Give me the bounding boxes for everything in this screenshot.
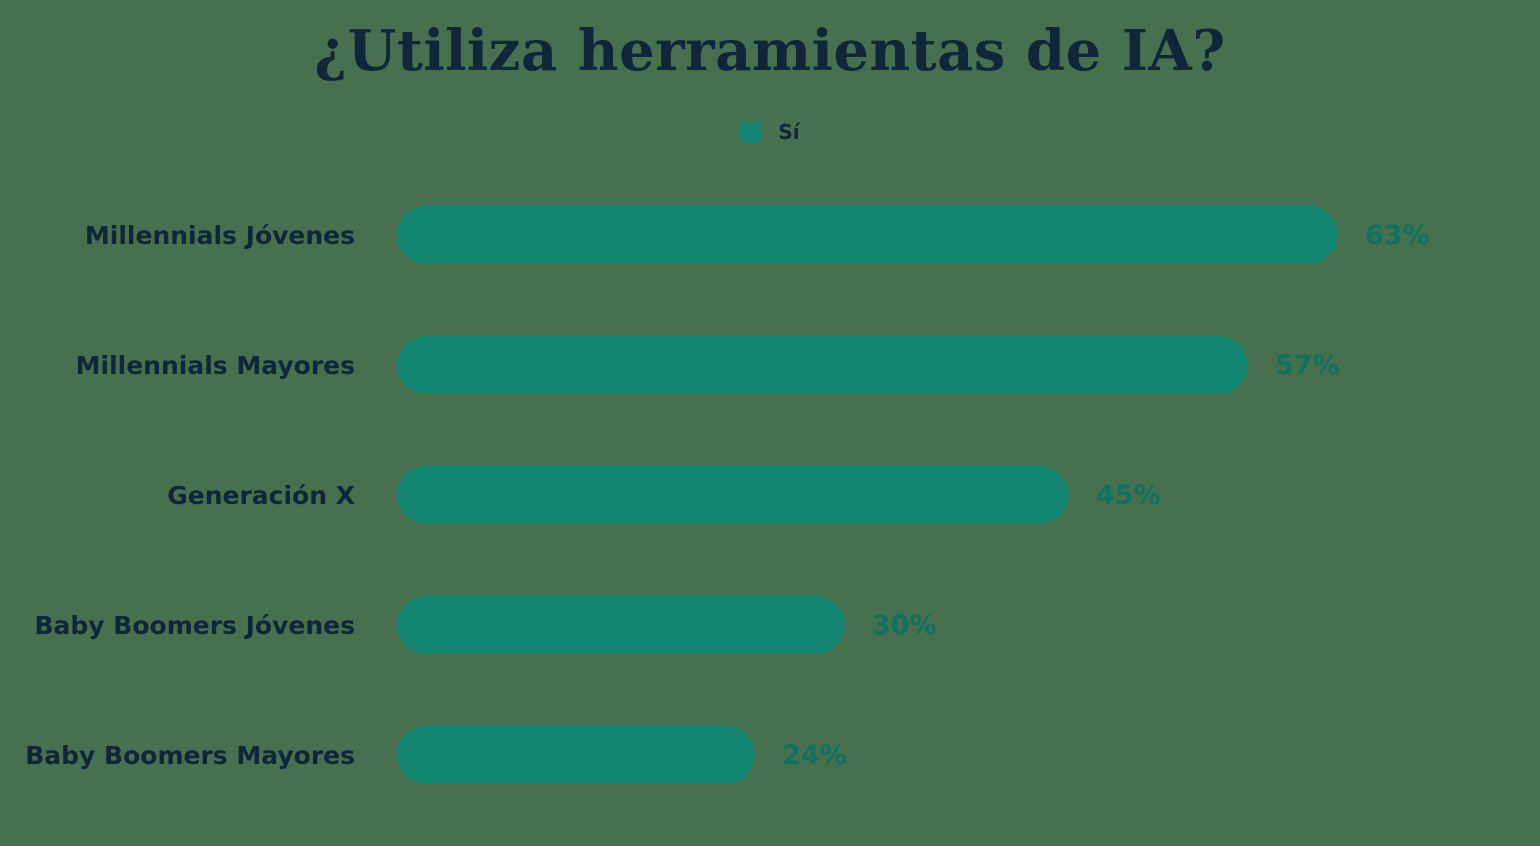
legend-item-si[interactable]: Sí	[740, 120, 800, 144]
bar-si[interactable]	[397, 726, 755, 784]
bar-si[interactable]	[397, 596, 845, 654]
value-label: 57%	[1275, 349, 1340, 381]
bar-row: Baby Boomers Mayores 24%	[0, 726, 1540, 784]
legend-label: Sí	[778, 120, 800, 144]
bar-row: Baby Boomers Jóvenes 30%	[0, 596, 1540, 654]
bar-row: Generación X 45%	[0, 466, 1540, 524]
category-label: Millennials Mayores	[75, 350, 355, 380]
bar-si[interactable]	[397, 336, 1248, 394]
chart-title: ¿Utiliza herramientas de IA?	[314, 18, 1226, 84]
chart-legend: Sí	[0, 120, 1540, 144]
value-label: 24%	[782, 739, 847, 771]
bar-si[interactable]	[397, 466, 1069, 524]
legend-swatch-icon	[740, 121, 763, 143]
bar-si[interactable]	[397, 206, 1338, 264]
bar-row: Millennials Mayores 57%	[0, 336, 1540, 394]
category-label: Baby Boomers Mayores	[25, 740, 355, 770]
category-label: Generación X	[167, 480, 355, 510]
category-label: Baby Boomers Jóvenes	[34, 610, 355, 640]
bar-row: Millennials Jóvenes 63%	[0, 206, 1540, 264]
bar-chart: Millennials Jóvenes 63% Millennials Mayo…	[0, 206, 1540, 784]
category-label: Millennials Jóvenes	[84, 220, 355, 250]
value-label: 45%	[1096, 479, 1161, 511]
value-label: 30%	[872, 609, 937, 641]
value-label: 63%	[1365, 219, 1430, 251]
